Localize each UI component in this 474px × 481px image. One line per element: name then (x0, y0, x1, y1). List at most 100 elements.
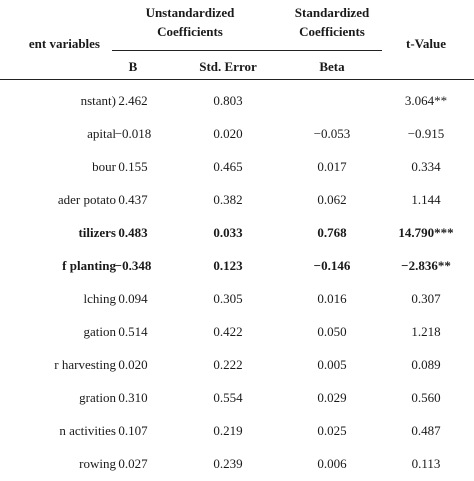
row-b: 0.027 (104, 447, 162, 481)
row-std-error: 0.465 (196, 150, 260, 184)
row-variable: bour (0, 150, 116, 184)
row-beta: 0.062 (300, 183, 364, 217)
row-b: 0.310 (104, 381, 162, 415)
row-b: 0.020 (104, 348, 162, 382)
row-variable: gation (0, 315, 117, 349)
row-std-error: 0.305 (196, 282, 260, 316)
row-b-text: 0.437 (118, 192, 148, 207)
row-std-error: 0.803 (196, 84, 260, 118)
row-std-error-text: 0.222 (213, 357, 243, 372)
row-beta-text: −0.053 (313, 126, 351, 141)
header-b: B (128, 59, 138, 74)
header-standardized-line2: Coefficients (299, 24, 365, 39)
row-std-error-text: 0.382 (213, 192, 243, 207)
row-beta: 0.005 (300, 348, 364, 382)
row-variable: lching (0, 282, 117, 316)
row-beta-text: 0.062 (317, 192, 347, 207)
row-variable-text: apital (87, 126, 116, 141)
row-b-text: −0.018 (114, 126, 152, 141)
row-variable-text: ader potato (57, 192, 116, 207)
row-beta-text: 0.016 (317, 291, 347, 306)
table-row: tilizers 0.483 0.033 0.768 14.790*** (0, 216, 474, 250)
row-t-value-text: −0.915 (407, 126, 445, 141)
header-unstandardized-line2: Coefficients (157, 24, 223, 39)
row-t-value: 0.089 (388, 348, 464, 382)
header-standardized: Standardized Coefficients (276, 3, 388, 41)
row-variable-text: bour (92, 159, 116, 174)
row-variable-text: tilizers (78, 225, 116, 240)
row-beta: 0.050 (300, 315, 364, 349)
row-variable: rowing (0, 447, 116, 481)
table-row: lching 0.094 0.305 0.016 0.307 (0, 282, 474, 316)
row-b: 0.483 (104, 216, 162, 250)
row-beta: 0.025 (300, 414, 364, 448)
row-std-error-text: 0.123 (213, 258, 243, 273)
row-t-value: 3.064** (388, 84, 464, 118)
row-t-value: 0.334 (388, 150, 464, 184)
row-variable: r harvesting (0, 348, 116, 382)
row-std-error: 0.219 (196, 414, 260, 448)
row-b-text: 0.020 (118, 357, 148, 372)
header-std-error: Std. Error (199, 59, 257, 74)
row-variable: apital (0, 117, 116, 151)
row-b: 0.514 (104, 315, 162, 349)
row-b: 0.437 (104, 183, 162, 217)
table-row: apital −0.018 0.020 −0.053 −0.915 (0, 117, 474, 151)
row-variable: ader potato (0, 183, 116, 217)
row-t-value-text: 0.487 (411, 423, 441, 438)
row-b: 0.107 (104, 414, 162, 448)
table-row: ader potato 0.437 0.382 0.062 1.144 (0, 183, 474, 217)
row-beta: 0.029 (300, 381, 364, 415)
row-beta: −0.053 (300, 117, 364, 151)
row-t-value: −0.915 (388, 117, 464, 151)
row-t-value-text: 0.560 (411, 390, 441, 405)
row-variable-text: r harvesting (54, 357, 116, 372)
row-std-error-text: 0.020 (213, 126, 243, 141)
row-t-value: 14.790*** (388, 216, 464, 250)
row-t-value: 0.307 (388, 282, 464, 316)
header-subline (112, 50, 382, 51)
table-row: nstant) 2.462 0.803 3.064** (0, 84, 474, 118)
row-beta-text: 0.025 (317, 423, 347, 438)
row-t-value: 1.218 (388, 315, 464, 349)
row-t-value: 0.487 (388, 414, 464, 448)
row-b-text: 0.514 (118, 324, 148, 339)
row-std-error: 0.554 (196, 381, 260, 415)
row-t-value: 1.144 (388, 183, 464, 217)
row-std-error-text: 0.554 (213, 390, 243, 405)
row-variable-text: gration (79, 390, 116, 405)
row-t-value-text: 14.790*** (398, 225, 454, 240)
row-std-error: 0.020 (196, 117, 260, 151)
row-b-text: 0.094 (118, 291, 148, 306)
row-t-value-text: 1.218 (411, 324, 441, 339)
row-variable-text: rowing (79, 456, 116, 471)
row-beta-text: 0.029 (317, 390, 347, 405)
table-row: gation 0.514 0.422 0.050 1.218 (0, 315, 474, 349)
row-b: 0.094 (104, 282, 162, 316)
table-row: bour 0.155 0.465 0.017 0.334 (0, 150, 474, 184)
row-std-error-text: 0.422 (213, 324, 243, 339)
row-b: −0.348 (104, 249, 162, 283)
row-b-text: 0.107 (118, 423, 148, 438)
row-beta: 0.016 (300, 282, 364, 316)
table-row: n activities 0.107 0.219 0.025 0.487 (0, 414, 474, 448)
row-beta-text: 0.768 (317, 225, 347, 240)
row-variable-text: nstant) (80, 93, 116, 108)
row-std-error-text: 0.219 (213, 423, 243, 438)
row-beta-text: −0.146 (313, 258, 351, 273)
row-b: 0.155 (104, 150, 162, 184)
row-variable: nstant) (0, 84, 116, 118)
table-row: rowing 0.027 0.239 0.006 0.113 (0, 447, 474, 481)
row-std-error-text: 0.465 (213, 159, 243, 174)
row-beta: 0.768 (300, 216, 364, 250)
row-b-text: 0.027 (118, 456, 148, 471)
row-t-value-text: 0.089 (411, 357, 441, 372)
row-beta-text: 0.006 (317, 456, 347, 471)
row-beta-text: 0.005 (317, 357, 347, 372)
header-beta: Beta (319, 59, 345, 74)
row-b-text: −0.348 (114, 258, 152, 273)
row-beta: 0.017 (300, 150, 364, 184)
row-t-value: −2.836** (388, 249, 464, 283)
row-beta (300, 84, 364, 118)
